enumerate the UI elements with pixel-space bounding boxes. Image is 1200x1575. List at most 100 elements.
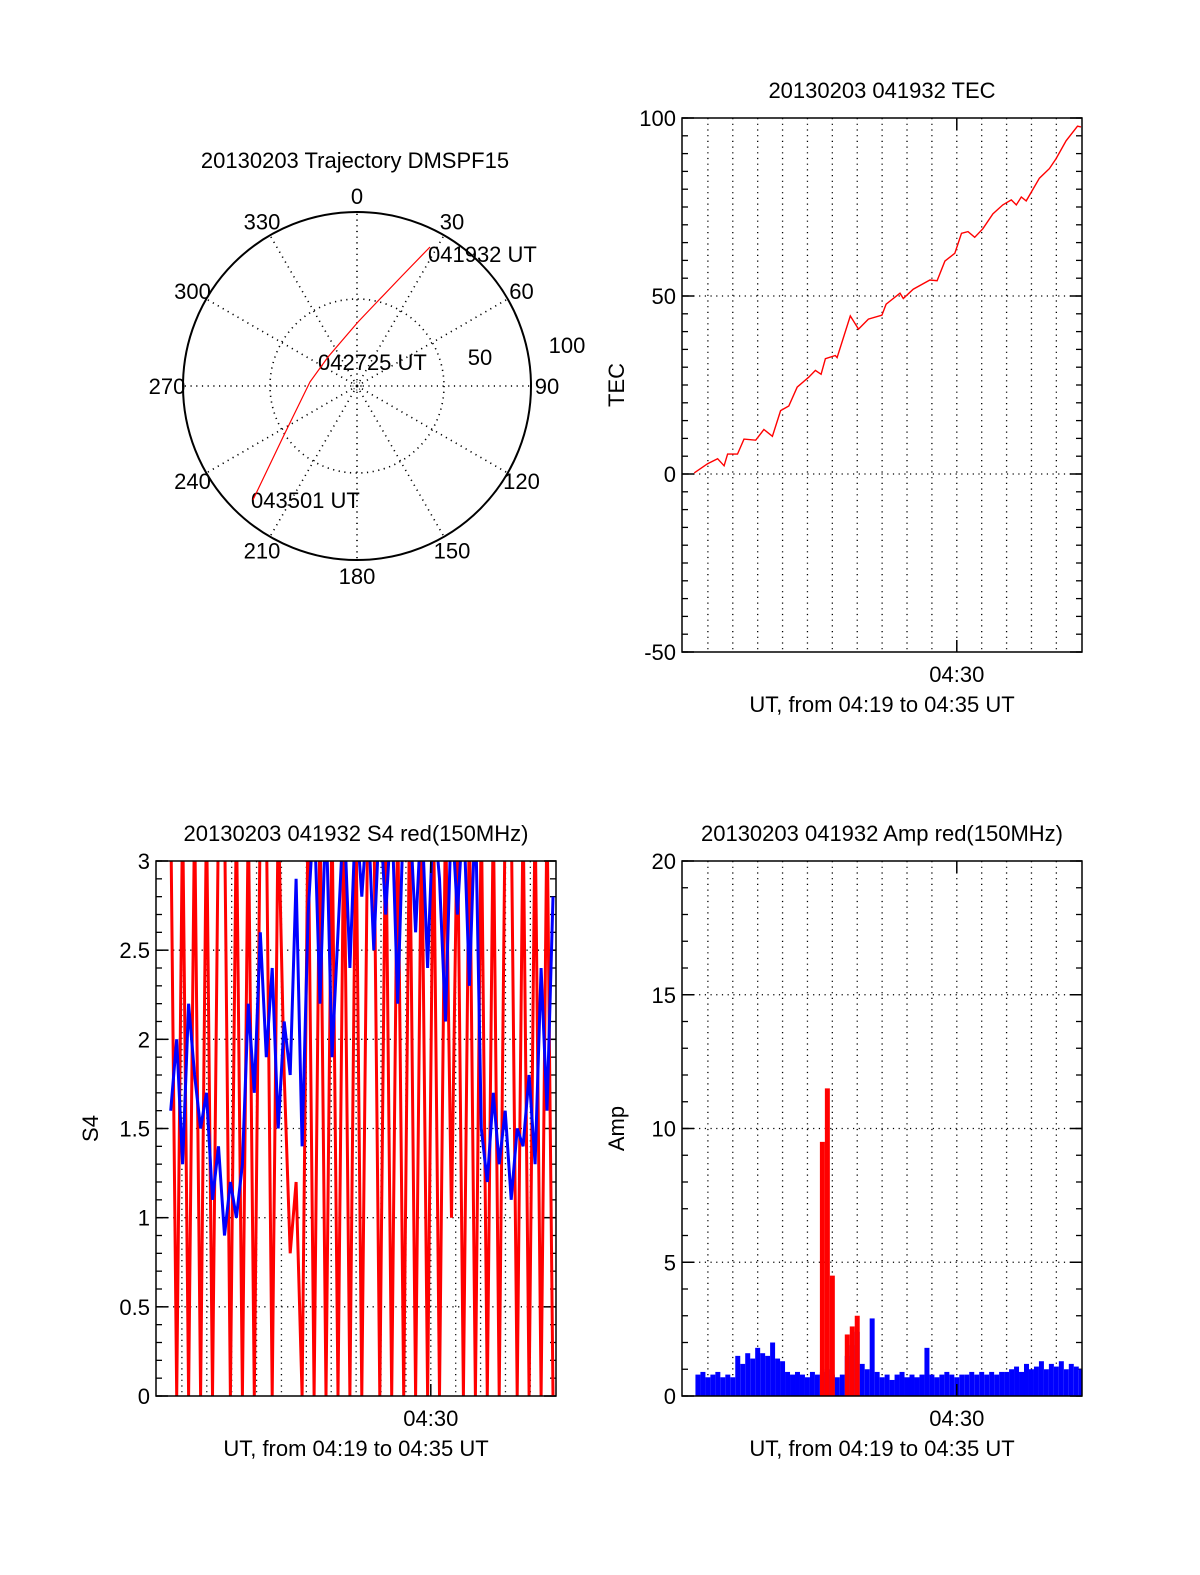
s4-plot: 3 2.5 2 1.5 1 0.5 0 04:30 UT, from 04:19 to 04:3… bbox=[78, 821, 557, 1461]
amp-bar-blue bbox=[799, 1374, 805, 1396]
data-layer bbox=[695, 1088, 1082, 1396]
polar-outer-ring bbox=[182, 211, 532, 561]
s4-series-red bbox=[169, 861, 555, 1396]
amp-bar-blue bbox=[999, 1371, 1005, 1396]
y-tick-label: -50 bbox=[644, 640, 676, 665]
amp-bar-blue bbox=[899, 1371, 905, 1396]
polar-angle-label: 240 bbox=[174, 469, 211, 494]
amp-bar-red bbox=[854, 1315, 860, 1396]
amp-plot: 20 15 10 5 0 04:30 UT, from 04:19 to 04:35 UT 2… bbox=[604, 821, 1083, 1461]
amp-bar-blue bbox=[1058, 1361, 1064, 1396]
amp-bar-blue bbox=[1078, 1369, 1082, 1396]
amp-bar-blue bbox=[834, 1377, 840, 1396]
amp-bar-blue bbox=[770, 1342, 776, 1396]
plot-title: 20130203 041932 TEC bbox=[768, 78, 995, 103]
polar-angle-label: 0 bbox=[351, 184, 363, 209]
polar-title: 20130203 Trajectory DMSPF15 bbox=[201, 148, 509, 173]
amp-bar-blue bbox=[780, 1361, 786, 1396]
s4-series-blue bbox=[169, 861, 555, 1236]
y-tick-label: 0 bbox=[664, 462, 676, 487]
amp-bar-blue bbox=[730, 1377, 736, 1396]
amp-bar-blue bbox=[1024, 1363, 1029, 1396]
x-tick-label: 04:30 bbox=[929, 662, 984, 687]
axes-frame bbox=[681, 117, 1083, 653]
polar-angle-label: 60 bbox=[509, 279, 533, 304]
plot-title: 20130203 041932 S4 red(150MHz) bbox=[184, 821, 529, 846]
amp-bar-blue bbox=[750, 1358, 756, 1396]
data-layer bbox=[693, 125, 1082, 474]
amp-bar-blue bbox=[839, 1374, 845, 1396]
y-tick-label: 100 bbox=[639, 106, 676, 131]
amp-bar-blue bbox=[989, 1371, 995, 1396]
x-axis-label: UT, from 04:19 to 04:35 UT bbox=[749, 692, 1014, 717]
radial-label-50: 50 bbox=[468, 345, 492, 370]
y-tick-label: 15 bbox=[652, 983, 676, 1008]
amp-bar-blue bbox=[1009, 1369, 1015, 1396]
y-tick-label: 10 bbox=[652, 1117, 676, 1142]
amp-bar-blue bbox=[814, 1374, 820, 1396]
amp-bar-blue bbox=[1053, 1366, 1059, 1396]
amp-bar-blue bbox=[994, 1374, 1000, 1396]
amp-bar-blue bbox=[785, 1371, 791, 1396]
amp-bar-blue bbox=[889, 1379, 895, 1396]
y-tick-label: 0 bbox=[664, 1384, 676, 1409]
amp-bar-blue bbox=[929, 1374, 935, 1396]
polar-angle-label: 150 bbox=[434, 539, 471, 564]
polar-ring-50 bbox=[269, 298, 445, 474]
y-tick-label: 3 bbox=[138, 849, 150, 874]
y-axis-label: S4 bbox=[78, 1115, 103, 1142]
y-tick-label: 1 bbox=[138, 1206, 150, 1231]
y-tick-label: 2.5 bbox=[119, 938, 150, 963]
polar-spoke bbox=[356, 385, 445, 538]
polar-spoke bbox=[356, 385, 509, 474]
amp-bar-blue bbox=[919, 1374, 925, 1396]
amp-bar-blue bbox=[859, 1363, 865, 1396]
amp-bar-blue bbox=[1038, 1361, 1044, 1396]
polar-angle-label: 210 bbox=[244, 539, 281, 564]
amp-bar-blue bbox=[979, 1371, 985, 1396]
amp-bar-blue bbox=[775, 1358, 781, 1396]
polar-angle-label: 180 bbox=[339, 564, 376, 589]
y-tick-label: 2 bbox=[138, 1027, 150, 1052]
amp-bar-blue bbox=[1073, 1366, 1079, 1396]
amp-bar-blue bbox=[879, 1377, 885, 1396]
amp-bar-blue bbox=[1019, 1371, 1025, 1396]
amp-bar-blue bbox=[1004, 1371, 1010, 1396]
amp-bar-blue bbox=[790, 1374, 796, 1396]
amp-bar-blue bbox=[1068, 1363, 1074, 1396]
polar-center-ring bbox=[352, 381, 362, 391]
amp-bar-blue bbox=[804, 1377, 810, 1396]
amp-bar-blue bbox=[869, 1318, 875, 1396]
amp-bar-blue bbox=[974, 1374, 980, 1396]
amp-bar-blue bbox=[765, 1355, 771, 1396]
amp-bar-blue bbox=[969, 1371, 975, 1396]
amp-bar-red bbox=[829, 1275, 835, 1396]
y-tick-label: 0.5 bbox=[119, 1295, 150, 1320]
amp-bar-blue bbox=[964, 1374, 970, 1396]
trajectory-mid-label: 042725 UT bbox=[318, 350, 427, 375]
amp-bar-blue bbox=[725, 1374, 731, 1396]
amp-bar-blue bbox=[884, 1374, 890, 1396]
amp-bar-blue bbox=[809, 1371, 815, 1396]
polar-spoke bbox=[356, 298, 509, 387]
amp-bar-blue bbox=[700, 1371, 706, 1396]
y-tick-label: 5 bbox=[664, 1250, 676, 1275]
amp-bar-blue bbox=[705, 1377, 711, 1396]
y-axis-label: Amp bbox=[604, 1106, 629, 1151]
amp-bar-blue bbox=[904, 1377, 910, 1396]
plot-title: 20130203 041932 Amp red(150MHz) bbox=[701, 821, 1063, 846]
amp-bar-blue bbox=[715, 1371, 721, 1396]
amp-bar-blue bbox=[795, 1371, 800, 1396]
amp-bar-blue bbox=[984, 1374, 990, 1396]
trajectory-line bbox=[252, 246, 431, 501]
y-tick-label: 50 bbox=[652, 284, 676, 309]
amp-bar-red bbox=[819, 1141, 825, 1396]
amp-bar-red bbox=[849, 1326, 855, 1396]
polar-angle-label: 30 bbox=[440, 209, 464, 234]
x-tick-label: 04:30 bbox=[403, 1406, 458, 1431]
polar-trajectory-plot: 20130203 Trajectory DMSPF15 50 100 04193… bbox=[149, 148, 586, 589]
amp-bar-blue bbox=[745, 1353, 751, 1396]
amp-bar-blue bbox=[1033, 1366, 1039, 1396]
